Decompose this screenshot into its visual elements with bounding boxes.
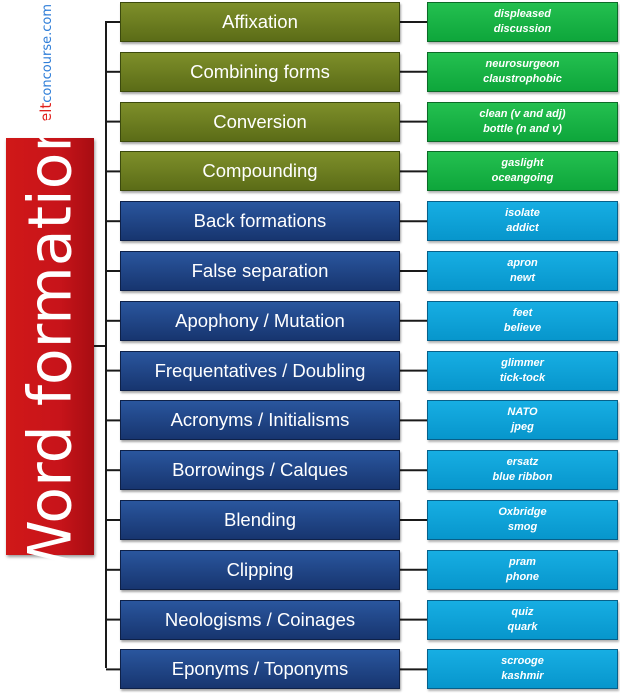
example-word: claustrophobic — [483, 72, 562, 85]
example-word: discussion — [493, 23, 552, 35]
example-word: neurosurgeon — [485, 57, 560, 70]
category-box: Clipping — [120, 549, 400, 590]
example-word: quiz — [511, 605, 534, 618]
example-word: displeased — [494, 8, 551, 20]
category-label: Frequentatives / Doubling — [154, 359, 366, 381]
example-word: addict — [506, 222, 539, 235]
example-box: displeased discussion — [427, 2, 618, 42]
example-word: phone — [506, 570, 539, 583]
category-box: Acronyms / Initialisms — [120, 400, 400, 441]
category-box: Compounding — [120, 151, 400, 192]
example-word: jpeg — [511, 421, 534, 434]
category-box: Eponyms / Toponyms — [120, 649, 400, 690]
category-label: Neologisms / Coinages — [164, 608, 356, 630]
example-box: isolate addict — [427, 201, 618, 242]
category-label: Blending — [223, 509, 296, 530]
category-label: Acronyms / Initialisms — [170, 409, 350, 431]
category-box: Borrowings / Calques — [120, 450, 400, 491]
category-box: Affixation — [120, 2, 400, 42]
category-box: Neologisms / Coinages — [120, 599, 400, 640]
category-label: Conversion — [213, 110, 307, 132]
category-box: Frequentatives / Doubling — [120, 350, 400, 391]
example-box: feet believe — [427, 300, 618, 341]
example-word: glimmer — [501, 356, 544, 369]
category-box: Blending — [120, 500, 400, 540]
category-label: Compounding — [202, 160, 318, 182]
example-word: newt — [509, 272, 536, 284]
category-box: Back formations — [120, 201, 400, 242]
example-word: gaslight — [501, 157, 544, 170]
category-label: False separation — [191, 260, 329, 281]
title-box: Word formation — [6, 114, 94, 579]
example-word: clean (v and adj) — [479, 107, 566, 120]
example-box: NATO jpeg — [427, 400, 618, 441]
example-word: NATO — [507, 406, 538, 419]
example-word: smog — [507, 521, 538, 533]
category-label: Borrowings / Calques — [172, 459, 348, 481]
example-box: quiz quark — [427, 599, 618, 640]
category-label: Eponyms / Toponyms — [171, 658, 349, 680]
example-word: ersatz — [506, 456, 539, 469]
category-box: Combining forms — [120, 51, 400, 92]
category-box: Conversion — [120, 101, 400, 142]
category-box: Apophony / Mutation — [120, 300, 400, 341]
example-word: bottle (n and v) — [483, 122, 562, 135]
example-word: quark — [507, 620, 538, 633]
example-word: apron — [507, 257, 538, 269]
example-box: Oxbridge smog — [427, 500, 618, 540]
category-label: Clipping — [226, 558, 294, 580]
example-box: apron newt — [427, 251, 618, 291]
example-word: kashmir — [501, 670, 544, 683]
example-word: believe — [503, 321, 542, 334]
category-box: False separation — [120, 251, 400, 291]
example-box: pram phone — [427, 549, 618, 590]
example-box: scrooge kashmir — [427, 649, 618, 690]
category-label: Combining forms — [190, 60, 330, 82]
category-label: Apophony / Mutation — [175, 309, 345, 331]
example-word: tick-tock — [499, 371, 546, 384]
example-word: scrooge — [501, 655, 544, 668]
example-word: isolate — [505, 207, 540, 220]
example-word: feet — [512, 306, 533, 319]
example-box: gaslight oceangoing — [427, 151, 618, 192]
example-word: oceangoing — [491, 172, 554, 185]
example-word: pram — [509, 555, 536, 568]
example-box: ersatz blue ribbon — [427, 450, 618, 491]
example-box: neurosurgeon claustrophobic — [427, 51, 618, 92]
category-label: Affixation — [222, 11, 298, 32]
category-label: Back formations — [193, 210, 327, 232]
example-word: blue ribbon — [492, 471, 553, 484]
example-box: glimmer tick-tock — [427, 350, 618, 391]
example-word: Oxbridge — [498, 506, 547, 518]
example-box: clean (v and adj) bottle (n and v) — [427, 101, 618, 142]
